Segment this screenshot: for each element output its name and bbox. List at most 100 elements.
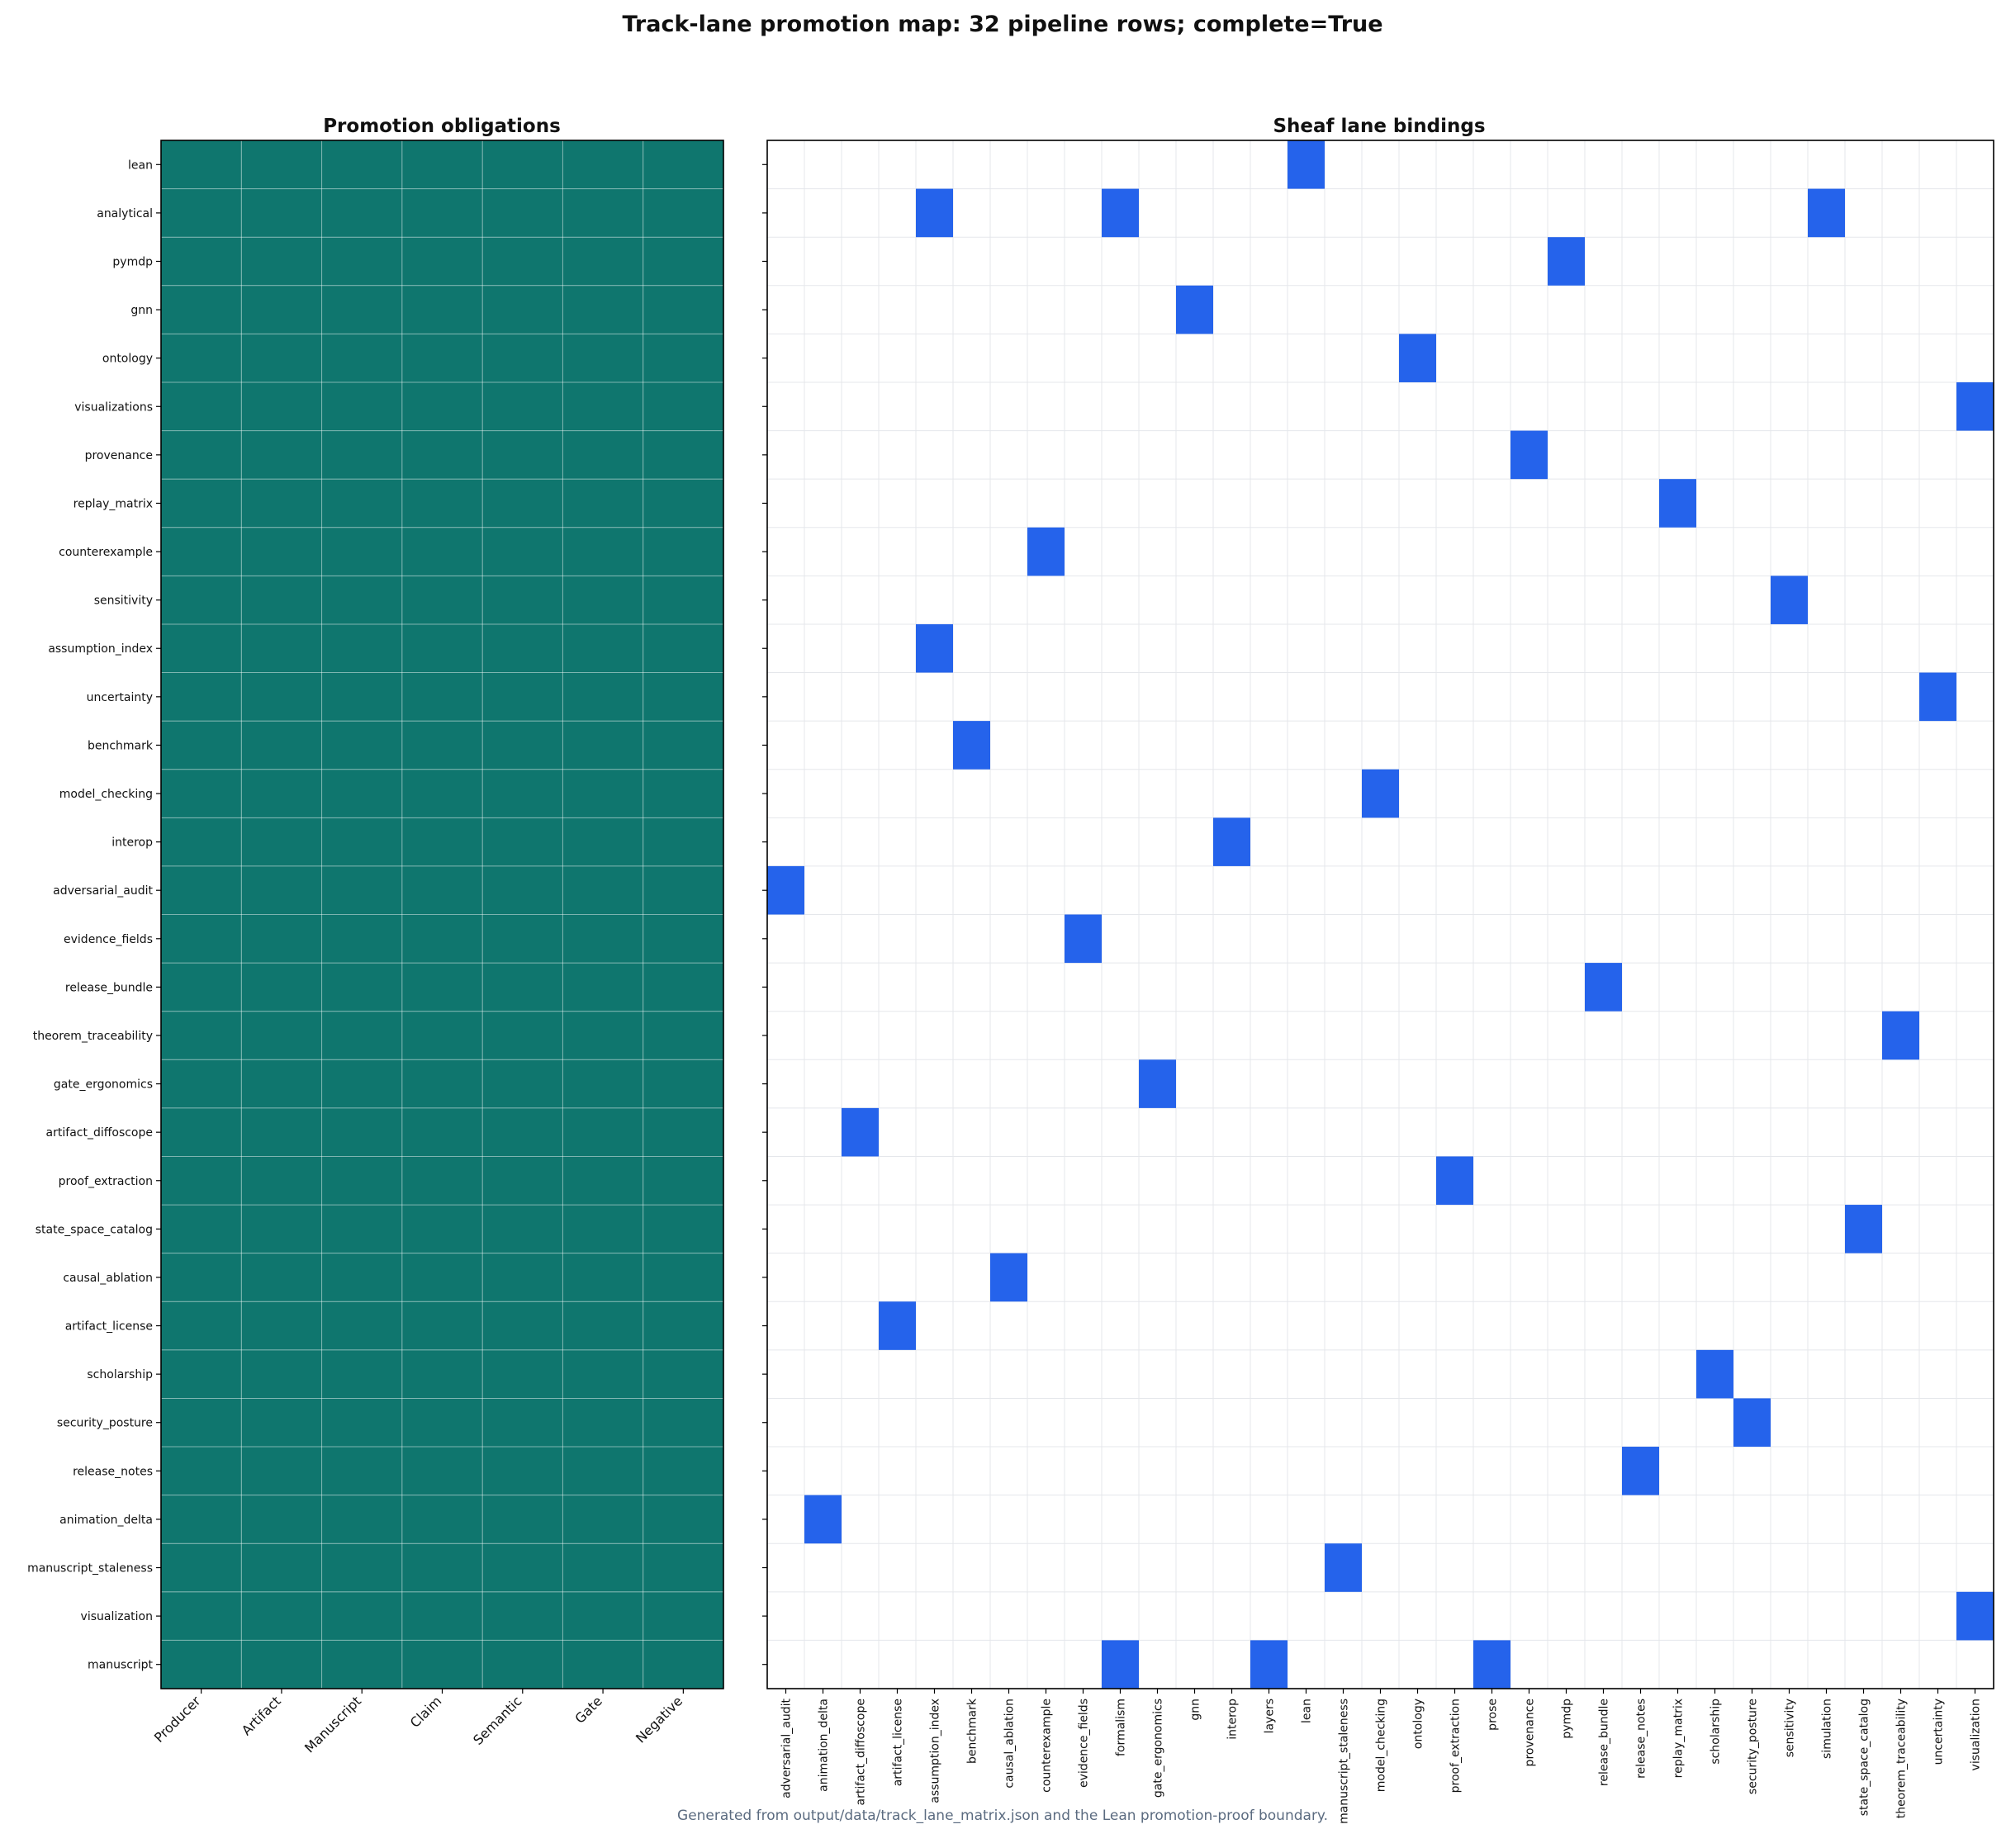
binding-cell — [1288, 140, 1325, 189]
obligation-cell — [241, 1591, 322, 1641]
obligation-cell — [482, 1640, 563, 1689]
obligation-cell — [482, 1059, 563, 1108]
obligation-cell — [401, 479, 483, 528]
obligation-cell — [321, 1301, 402, 1350]
column-label: gnn — [1189, 1699, 1202, 1721]
row-label: replay_matrix — [74, 497, 153, 510]
obligation-cell — [241, 1205, 322, 1253]
obligation-cell — [482, 1253, 563, 1302]
obligation-cell — [241, 914, 322, 964]
column-label: Negative — [633, 1693, 685, 1746]
row-label: visualization — [81, 1610, 153, 1623]
binding-cell — [1956, 1591, 1994, 1641]
obligation-cell — [321, 237, 402, 286]
obligation-cell — [562, 1011, 643, 1060]
obligation-cell — [643, 334, 723, 382]
row-label: lean — [128, 159, 153, 172]
obligation-cell — [482, 1543, 563, 1592]
obligation-cell — [643, 381, 723, 431]
obligation-cell — [401, 381, 483, 431]
binding-cell — [1065, 914, 1102, 964]
binding-cell — [1659, 479, 1696, 528]
column-label: Gate — [571, 1693, 605, 1727]
obligation-cell — [161, 334, 242, 382]
column-label: theorem_traceability — [1895, 1699, 1909, 1818]
obligation-cell — [643, 1011, 723, 1060]
obligation-cell — [321, 1011, 402, 1060]
obligation-cell — [161, 576, 242, 624]
obligation-cell — [482, 527, 563, 576]
obligation-cell — [161, 1253, 242, 1302]
obligation-cell — [643, 1640, 723, 1689]
row-label: evidence_fields — [64, 933, 153, 946]
obligation-cell — [321, 672, 402, 722]
obligation-cell — [161, 721, 242, 770]
row-label: animation_delta — [59, 1514, 153, 1527]
column-label: Semantic — [470, 1693, 525, 1748]
obligation-cell — [562, 1205, 643, 1253]
obligation-cell — [482, 1447, 563, 1495]
binding-cell — [1473, 1640, 1510, 1689]
binding-cell — [1139, 1059, 1176, 1108]
binding-cell — [1956, 381, 1994, 431]
obligations-panel-title: Promotion obligations — [323, 116, 561, 137]
obligation-cell — [321, 1205, 402, 1253]
obligation-cell — [562, 1447, 643, 1495]
obligation-cell — [241, 1059, 322, 1108]
obligation-cell — [643, 865, 723, 915]
obligation-cell — [161, 623, 242, 673]
obligation-cell — [321, 479, 402, 528]
row-label: analytical — [97, 207, 153, 220]
obligation-cell — [241, 623, 322, 673]
binding-cell — [842, 1107, 879, 1157]
binding-cell — [1919, 672, 1956, 722]
obligation-cell — [241, 769, 322, 818]
obligation-cell — [401, 1205, 483, 1253]
obligation-cell — [161, 963, 242, 1012]
obligation-cell — [401, 623, 483, 673]
column-label: release_notes — [1635, 1699, 1648, 1779]
obligation-cell — [321, 1591, 402, 1641]
row-label: adversarial_audit — [53, 884, 153, 898]
obligation-cell — [401, 1253, 483, 1302]
obligation-cell — [241, 1398, 322, 1448]
obligation-cell — [401, 1349, 483, 1399]
obligation-cell — [161, 1543, 242, 1592]
column-label: provenance — [1524, 1699, 1537, 1766]
obligations-row-labels: lean analytical pymdp gnn ontology visualizat… — [27, 159, 161, 1672]
row-label: security_posture — [57, 1417, 153, 1430]
obligation-cell — [401, 1591, 483, 1641]
obligation-cell — [562, 381, 643, 431]
obligation-cell — [562, 721, 643, 770]
binding-cell — [879, 1301, 916, 1350]
obligation-cell — [562, 576, 643, 624]
obligation-cell — [241, 140, 322, 189]
obligation-cell — [401, 1301, 483, 1350]
column-label: artifact_diffoscope — [855, 1699, 868, 1805]
binding-cell — [1325, 1543, 1362, 1592]
obligation-cell — [161, 1301, 242, 1350]
obligation-cell — [321, 527, 402, 576]
obligation-cell — [241, 1543, 322, 1592]
obligation-cell — [643, 1107, 723, 1157]
obligation-cell — [401, 1447, 483, 1495]
obligation-cell — [643, 1398, 723, 1448]
obligation-cell — [161, 1059, 242, 1108]
binding-cell — [1436, 1156, 1473, 1206]
obligation-cell — [562, 140, 643, 189]
obligation-cell — [562, 914, 643, 964]
row-label: interop — [111, 836, 153, 850]
row-label: artifact_license — [65, 1320, 153, 1334]
obligation-cell — [161, 1398, 242, 1448]
column-label: prose — [1487, 1699, 1500, 1731]
obligation-cell — [482, 769, 563, 818]
obligation-cell — [321, 188, 402, 238]
obligation-cell — [241, 576, 322, 624]
obligation-cell — [241, 1156, 322, 1206]
column-label: release_bundle — [1598, 1699, 1611, 1786]
bindings-row-ticks — [762, 163, 767, 1666]
column-label: evidence_fields — [1078, 1699, 1091, 1788]
column-label: causal_ablation — [1003, 1699, 1017, 1789]
obligation-cell — [643, 527, 723, 576]
obligation-cell — [241, 285, 322, 334]
